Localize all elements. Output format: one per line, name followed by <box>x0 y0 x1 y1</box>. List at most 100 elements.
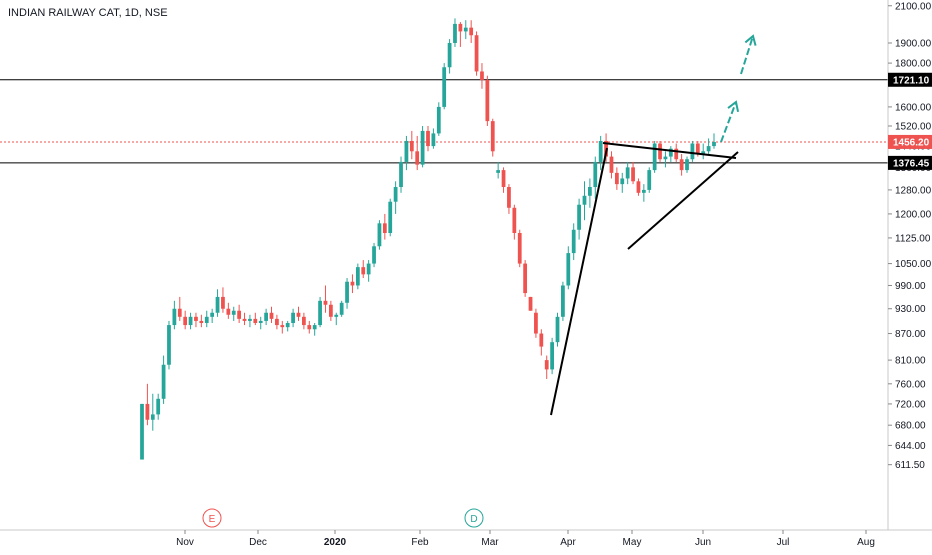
candle-body <box>458 23 463 32</box>
candle <box>685 156 689 173</box>
price-level-label: 1721.10 <box>893 75 930 86</box>
candle-body <box>307 325 312 330</box>
candle-body <box>587 187 592 196</box>
candle <box>339 300 344 317</box>
candle-body <box>221 296 225 309</box>
candle <box>701 143 706 160</box>
candle <box>382 213 387 240</box>
candle-body <box>625 167 630 179</box>
event-marker-dividend[interactable]: D <box>464 508 484 528</box>
candle <box>242 312 247 326</box>
candle-body <box>156 398 161 415</box>
candle <box>350 274 355 294</box>
candle-body <box>555 316 560 343</box>
candle <box>361 260 366 279</box>
y-tick-label: 1520.00 <box>895 121 932 132</box>
candle <box>264 308 269 326</box>
candle <box>436 102 441 136</box>
candle <box>156 393 161 420</box>
y-tick-label: 1600.00 <box>895 102 932 113</box>
candle-body <box>415 151 420 165</box>
candle-body <box>474 35 479 72</box>
arrow-head <box>744 34 757 46</box>
candle-body <box>512 207 517 233</box>
y-tick-label: 1280.00 <box>895 185 932 196</box>
candle <box>550 337 555 375</box>
candle-body <box>361 267 366 275</box>
candle-body <box>140 403 144 460</box>
candle-body <box>382 223 387 233</box>
candle <box>258 316 263 330</box>
x-tick-label: Jul <box>777 537 790 548</box>
candle-body <box>215 296 220 313</box>
candle-body <box>652 143 657 171</box>
candle-body <box>420 130 425 165</box>
candle-body <box>507 187 511 208</box>
candle-body <box>636 181 641 193</box>
candle <box>566 246 571 290</box>
candle <box>593 156 598 199</box>
candle <box>674 143 679 162</box>
candle-body <box>442 67 447 107</box>
candle <box>620 172 625 193</box>
candle-body <box>393 187 398 202</box>
candle-body <box>496 170 501 173</box>
y-tick-label: 1800.00 <box>895 59 932 70</box>
candle-body <box>523 263 528 294</box>
candle-body <box>318 300 322 326</box>
candle-body <box>399 161 403 188</box>
y-tick-label: 1900.00 <box>895 38 932 49</box>
candle-body <box>647 170 652 190</box>
candle <box>512 204 517 240</box>
y-tick-label: 611.50 <box>895 460 925 471</box>
event-marker-earnings[interactable]: E <box>202 508 222 528</box>
trendline[interactable] <box>550 147 608 416</box>
candle <box>652 140 657 173</box>
price-level-label: 1376.45 <box>893 158 930 169</box>
candle-body <box>561 285 565 317</box>
candle-body <box>312 325 317 330</box>
y-tick-label: 2100.00 <box>895 1 932 12</box>
x-tick-label: May <box>623 537 642 548</box>
candle-body <box>328 304 333 317</box>
candle-body <box>275 318 279 326</box>
candle-body <box>355 267 360 286</box>
candle-body <box>469 27 474 36</box>
candle <box>668 146 673 162</box>
candle-body <box>641 189 646 193</box>
candle <box>301 312 306 330</box>
x-tick-label: Dec <box>249 537 267 548</box>
candle <box>215 289 220 317</box>
candle <box>328 300 333 321</box>
candle <box>544 355 549 379</box>
target-arrow[interactable] <box>740 34 757 75</box>
candle <box>609 151 614 179</box>
candle <box>469 20 474 43</box>
candle <box>226 302 231 319</box>
candle <box>496 161 501 179</box>
candle-body <box>593 161 598 188</box>
y-tick-label: 1200.00 <box>895 209 932 220</box>
candle-body <box>447 42 452 68</box>
candle-body <box>339 302 344 315</box>
candle-body <box>550 342 555 370</box>
price-level-label: 1456.20 <box>893 137 930 148</box>
candle-body <box>534 312 538 334</box>
candle <box>280 320 285 334</box>
x-tick-label: Jun <box>695 537 711 548</box>
candle <box>404 135 409 171</box>
trendline[interactable] <box>602 142 737 159</box>
candle-body <box>674 148 679 160</box>
candle <box>706 138 711 154</box>
candle <box>355 263 360 290</box>
trendline[interactable] <box>627 151 739 250</box>
candle <box>647 167 652 193</box>
candle <box>285 320 290 332</box>
target-arrow[interactable] <box>720 100 740 143</box>
x-tick-label: Feb <box>411 537 429 548</box>
candle <box>458 22 463 47</box>
event-label: E <box>209 514 216 525</box>
candle-body <box>436 106 441 134</box>
